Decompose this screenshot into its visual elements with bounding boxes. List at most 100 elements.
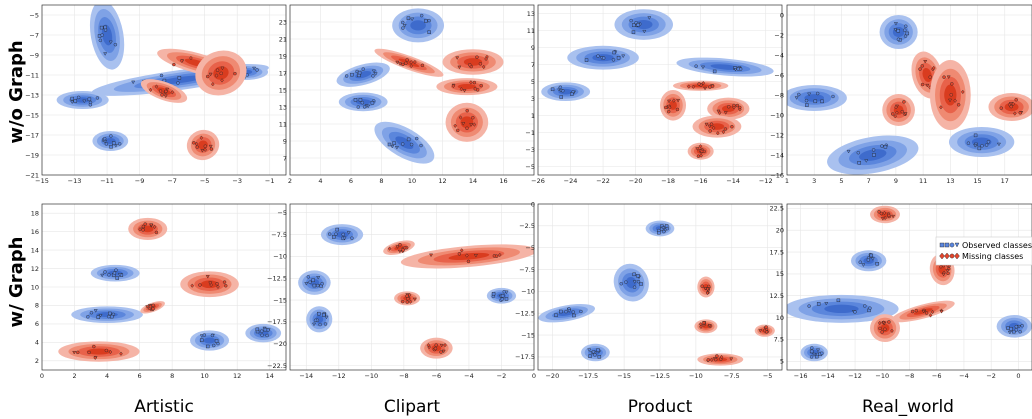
x-tick-label: 7 <box>867 177 871 185</box>
panel-wgraph-clipart: −14 −12 −10 −8 −6 −4 −2 0−22.5−20−17.5−15−12.5−… <box>267 203 536 380</box>
sample-point <box>318 322 322 327</box>
sample-point <box>342 236 347 241</box>
sample-point <box>504 297 509 301</box>
y-tick-label: −17.5 <box>515 353 535 361</box>
sample-point <box>108 311 112 316</box>
missing-class-cluster <box>436 78 498 96</box>
sample-point <box>317 311 321 316</box>
sample-point <box>973 144 978 148</box>
sample-point <box>700 284 704 288</box>
sample-point <box>928 75 932 79</box>
sample-point <box>877 320 882 326</box>
sample-point <box>109 145 113 149</box>
x-tick-label: −14 <box>726 177 740 185</box>
missing-class-cluster <box>383 240 415 255</box>
observed-class-cluster <box>245 323 282 343</box>
sample-point <box>439 343 444 348</box>
x-tick-label: 12 <box>233 372 241 380</box>
y-tick-label: −10 <box>770 111 784 119</box>
y-tick-label: 22.5 <box>770 205 784 213</box>
y-tick-label: −11 <box>25 71 39 79</box>
sample-point <box>881 321 886 325</box>
sample-point <box>472 122 477 127</box>
x-tick-label: −7 <box>167 177 177 185</box>
observed-class-cluster <box>90 264 140 282</box>
sample-point <box>931 65 936 71</box>
observed-class-cluster <box>850 250 887 272</box>
sample-point <box>887 320 891 324</box>
observed-class-cluster <box>320 224 364 246</box>
sample-point <box>356 105 360 109</box>
x-tick-label: 11 <box>919 177 927 185</box>
sample-point <box>883 145 888 149</box>
sample-point <box>107 273 111 277</box>
sample-point <box>950 82 954 86</box>
sample-point <box>491 291 496 296</box>
sample-point <box>877 210 881 214</box>
sample-point <box>176 81 180 85</box>
sample-point <box>443 342 447 348</box>
sample-point <box>180 58 184 63</box>
sample-point <box>164 89 168 94</box>
sample-point <box>636 23 640 27</box>
x-tick-label: −18 <box>661 177 675 185</box>
observed-class-cluster <box>392 8 445 43</box>
x-tick-label: 10 <box>408 177 416 185</box>
sample-point <box>632 280 637 284</box>
sample-point <box>636 279 641 284</box>
sample-point <box>177 76 182 80</box>
sample-point <box>73 99 78 103</box>
sample-point <box>887 213 891 218</box>
missing-class-cluster <box>140 79 188 103</box>
sample-point <box>1006 326 1010 330</box>
sample-point <box>593 353 597 357</box>
sample-point <box>621 54 626 59</box>
sample-point <box>709 357 714 362</box>
observed-class-cluster <box>486 287 517 304</box>
sample-point <box>481 64 486 70</box>
sample-point <box>596 54 600 58</box>
y-tick-label: 15 <box>776 270 784 278</box>
sample-point <box>946 75 951 79</box>
sample-point <box>455 56 460 60</box>
sample-point <box>502 290 506 294</box>
sample-point <box>76 95 81 100</box>
y-tick-label: 7.5 <box>774 336 784 344</box>
observed-class-cluster <box>298 270 331 295</box>
y-tick-label: −16 <box>770 171 784 179</box>
panels: −15 −13 −11 −9 −7 −5 −3 −1−21−19−17−15−13−11−9−… <box>25 4 1032 380</box>
y-tick-label: −1 <box>525 129 535 137</box>
sample-point <box>357 70 362 75</box>
sample-point <box>99 25 104 30</box>
sample-point <box>413 59 417 65</box>
sample-point <box>730 125 734 129</box>
sample-point <box>498 252 502 258</box>
sample-point <box>152 224 157 230</box>
sample-point <box>1018 329 1022 334</box>
sample-point <box>404 61 408 65</box>
sample-point <box>141 228 145 232</box>
row-label-bottom: w/ Graph <box>6 237 27 328</box>
y-tick-label: 7 <box>283 154 287 162</box>
sample-point <box>642 29 647 34</box>
observed-class-cluster <box>676 57 774 77</box>
sample-point <box>398 242 402 247</box>
sample-point <box>880 330 884 334</box>
x-tick-label: 17 <box>1001 177 1009 185</box>
sample-point <box>405 294 409 298</box>
sample-point <box>809 349 814 354</box>
sample-point <box>95 96 100 100</box>
sample-point <box>154 230 159 235</box>
sample-point <box>729 357 734 361</box>
sample-point <box>1013 111 1017 116</box>
missing-class-cluster <box>697 276 715 298</box>
sample-point <box>255 327 260 332</box>
x-tick-label: 4 <box>318 177 322 185</box>
sample-point <box>198 283 202 287</box>
missing-class-cluster <box>442 49 504 75</box>
column-label-product: Product <box>628 397 693 417</box>
density-contour <box>824 304 859 314</box>
y-tick-label: 8 <box>35 302 39 310</box>
sample-point <box>92 344 96 349</box>
sample-point <box>424 19 428 23</box>
